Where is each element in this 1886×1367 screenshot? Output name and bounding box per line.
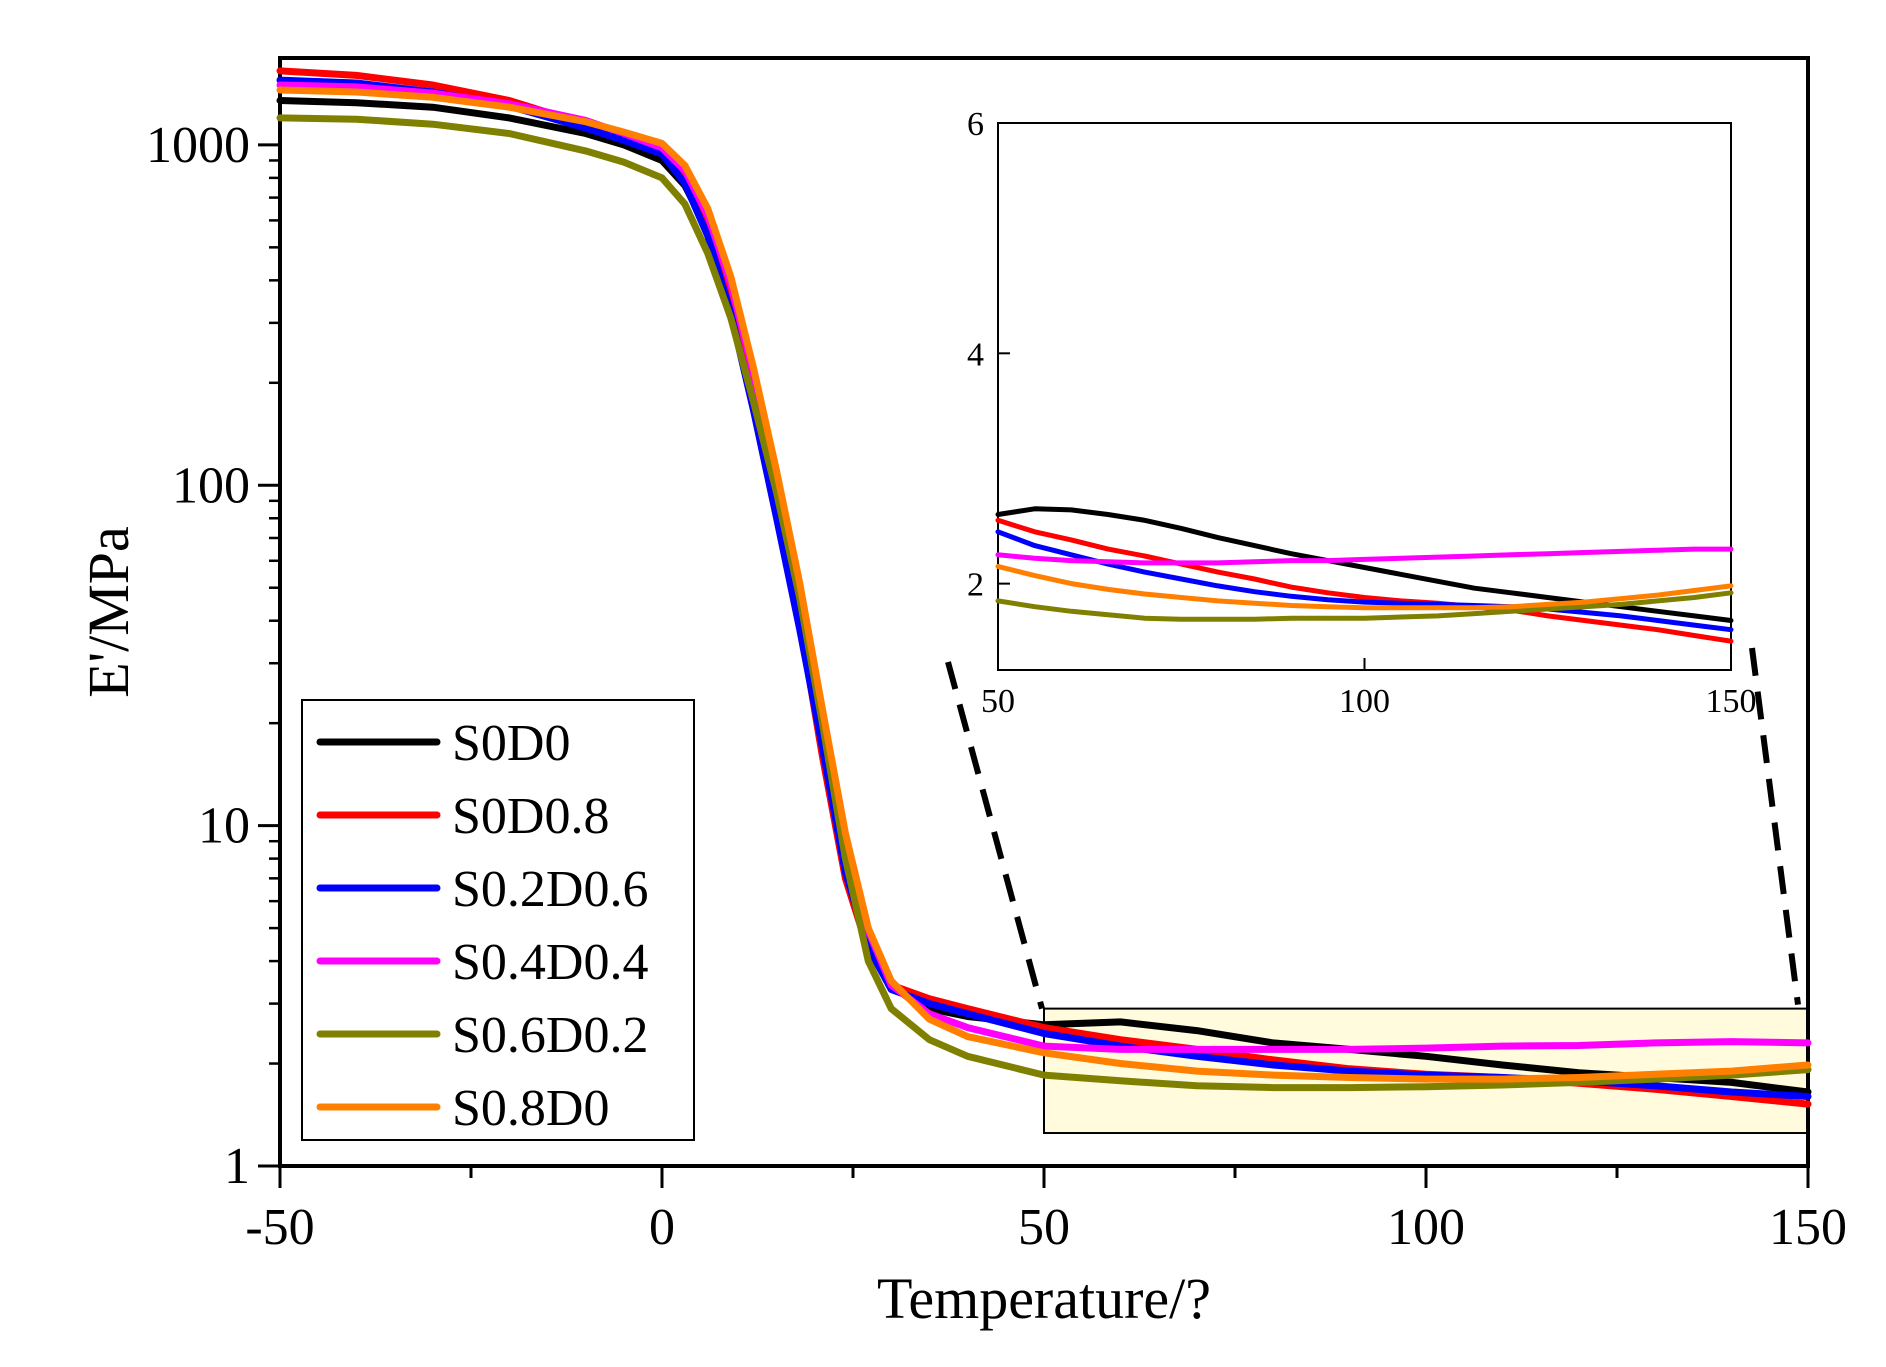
inset-y-tick-label: 6 xyxy=(967,106,984,143)
inset-chart: 50 100 150 2 4 6 xyxy=(967,106,1757,720)
legend-label: S0.6D0.2 xyxy=(452,1007,648,1064)
main-series-group xyxy=(276,67,1812,1108)
y-axis-title: E'/MPa xyxy=(76,526,141,698)
legend-label: S0D0.8 xyxy=(452,788,609,845)
inset-series-line-s0-6d0-2 xyxy=(995,590,1734,622)
legend-label: S0.2D0.6 xyxy=(452,861,648,918)
zoom-connector-left xyxy=(945,661,1045,1010)
x-tick-label: -50 xyxy=(245,1199,314,1256)
legend-label: S0.4D0.4 xyxy=(452,934,648,991)
y-tick-label: 1000 xyxy=(146,117,250,174)
inset-series-line-s0d0-8 xyxy=(995,517,1734,644)
inset-series-line-s0-8d0 xyxy=(995,563,1734,611)
x-tick-label: 0 xyxy=(649,1199,675,1256)
inset-y-tick-label: 2 xyxy=(967,567,984,604)
inset-x-tick-label: 150 xyxy=(1706,683,1757,720)
inset-series-line-s0-4d0-4 xyxy=(995,546,1734,566)
x-axis-title: Temperature/? xyxy=(877,1266,1211,1331)
y-tick-label: 1 xyxy=(224,1138,250,1195)
series-line-s0-6d0-2 xyxy=(276,114,1812,1092)
x-tick-label: 150 xyxy=(1769,1199,1847,1256)
inset-frame xyxy=(997,122,1732,671)
series-line-s0-8d0 xyxy=(276,86,1812,1083)
y-tick-label: 10 xyxy=(198,798,250,855)
inset-y-tick-label: 4 xyxy=(967,336,984,373)
x-tick-label: 100 xyxy=(1387,1199,1465,1256)
inset-x-tick-label: 50 xyxy=(981,683,1015,720)
zoom-connector-right xyxy=(1749,647,1801,1005)
legend-label: S0D0 xyxy=(452,715,570,772)
inset-x-tick-label: 100 xyxy=(1339,683,1390,720)
legend-box xyxy=(301,699,695,1141)
x-tick-label: 50 xyxy=(1018,1199,1070,1256)
legend-label: S0.8D0 xyxy=(452,1080,609,1137)
inset-series-line-s0-2d0-6 xyxy=(995,529,1734,633)
y-tick-label: 100 xyxy=(172,457,250,514)
